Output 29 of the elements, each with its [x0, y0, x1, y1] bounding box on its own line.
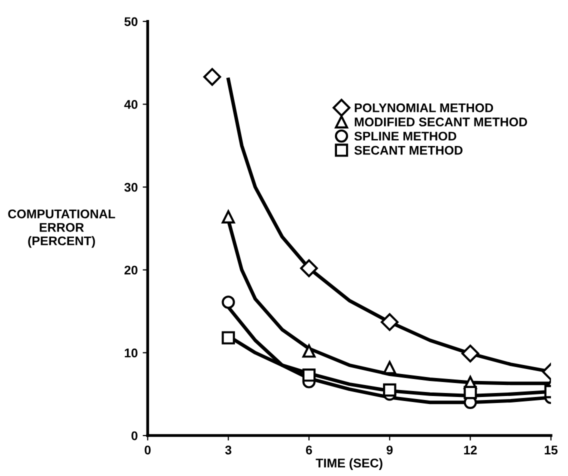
x-axis-title: TIME (SEC): [316, 458, 382, 470]
x-tick-label: 6: [306, 446, 312, 454]
x-tick-label: 12: [464, 446, 477, 454]
y-tick-label: 20: [124, 266, 138, 275]
point: [222, 296, 235, 309]
legend-label: SPLINE METHOD: [354, 132, 456, 141]
legend-label: POLYNOMIAL METHOD: [354, 103, 494, 112]
y-tick-label: 40: [124, 100, 138, 109]
point: [302, 344, 316, 358]
legend-label: MODIFIED SECANT METHOD: [354, 118, 528, 126]
point: [222, 331, 235, 344]
y-tick-label: 0: [132, 431, 138, 440]
x-tick-label: 15: [544, 446, 558, 454]
x-tick-label: 3: [225, 446, 232, 454]
point: [222, 210, 235, 224]
point: [203, 68, 222, 86]
y-tick-label: 50: [124, 17, 138, 26]
point: [461, 344, 480, 362]
legend-label: SECANT METHOD: [354, 146, 463, 155]
y-tick-label: 30: [124, 182, 138, 192]
point: [464, 386, 477, 400]
x-tick-label: 9: [386, 446, 393, 454]
point: [302, 368, 316, 382]
point: [383, 383, 396, 397]
y-axis-title: COMPUTATIONAL ERROR (PERCENT): [8, 210, 116, 248]
y-tick-label: 10: [124, 348, 138, 358]
point: [380, 313, 399, 331]
point: [300, 259, 318, 278]
x-tick-label: 0: [144, 446, 151, 454]
